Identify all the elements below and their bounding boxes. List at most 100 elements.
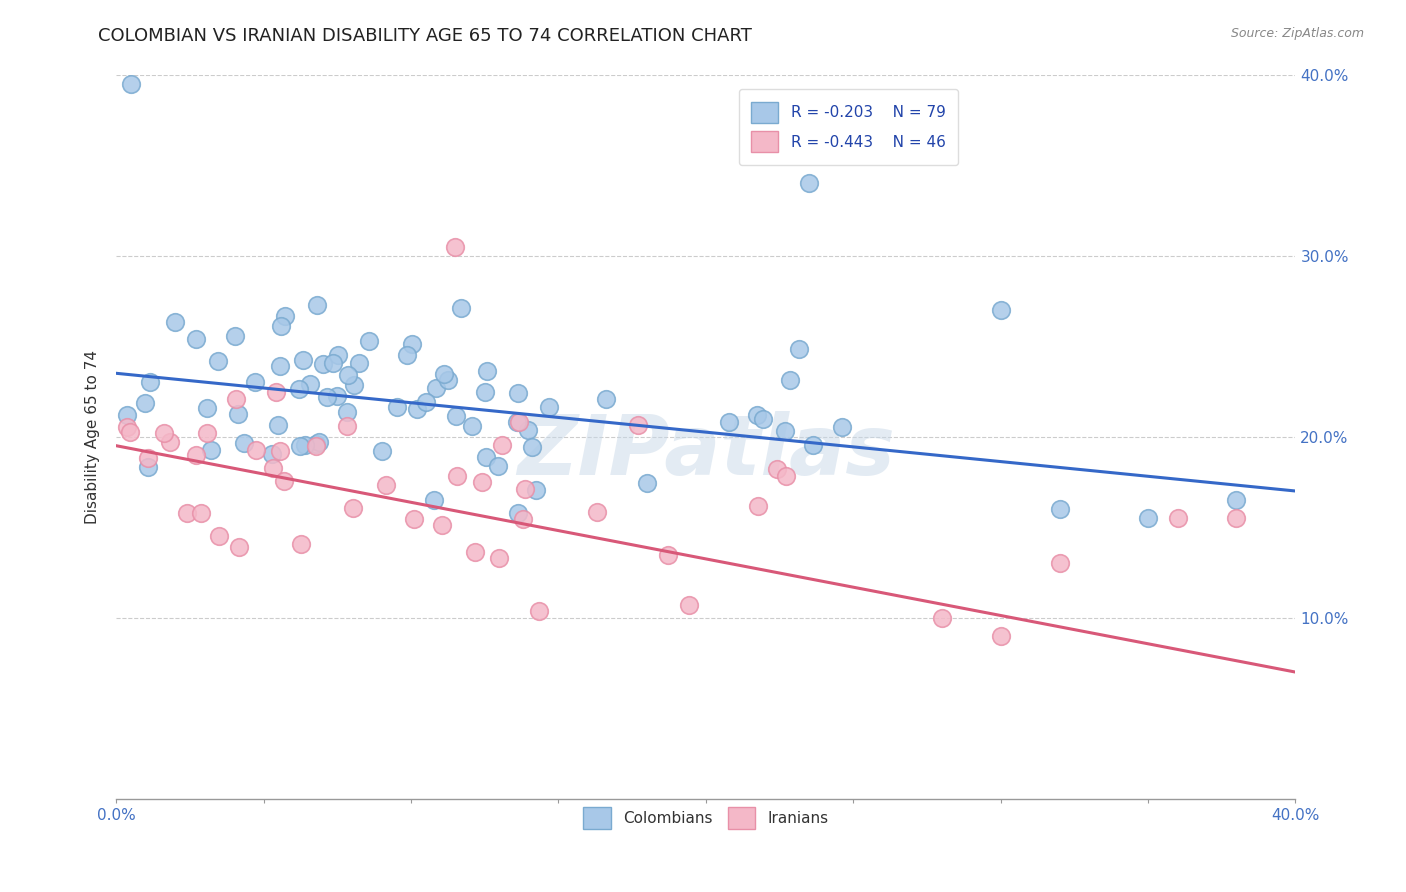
Point	[508, 415, 530, 429]
Point	[269, 359, 291, 373]
Point	[486, 458, 509, 473]
Point	[186, 448, 208, 462]
Y-axis label: Disability Age 65 to 74: Disability Age 65 to 74	[86, 350, 100, 524]
Point	[801, 438, 824, 452]
Point	[224, 329, 246, 343]
Point	[537, 400, 560, 414]
Point	[270, 319, 292, 334]
Point	[225, 392, 247, 406]
Point	[450, 301, 472, 315]
Point	[134, 396, 156, 410]
Point	[886, 112, 908, 127]
Point	[437, 373, 460, 387]
Point	[446, 468, 468, 483]
Point	[342, 501, 364, 516]
Point	[294, 438, 316, 452]
Point	[299, 376, 322, 391]
Point	[508, 386, 530, 401]
Point	[515, 483, 537, 497]
Point	[120, 77, 142, 91]
Point	[184, 332, 207, 346]
Point	[288, 440, 311, 454]
Point	[475, 364, 498, 378]
Point	[305, 298, 328, 312]
Point	[1225, 493, 1247, 508]
Point	[115, 420, 138, 434]
Point	[336, 405, 359, 419]
Point	[359, 334, 381, 348]
Point	[208, 529, 231, 543]
Point	[831, 419, 853, 434]
Point	[512, 512, 534, 526]
Point	[200, 443, 222, 458]
Point	[165, 315, 187, 329]
Text: Source: ZipAtlas.com: Source: ZipAtlas.com	[1230, 27, 1364, 40]
Point	[269, 444, 291, 458]
Point	[326, 389, 349, 403]
Point	[1167, 511, 1189, 525]
Point	[678, 598, 700, 612]
Point	[464, 545, 486, 559]
Point	[197, 426, 219, 441]
Point	[117, 408, 139, 422]
Point	[526, 483, 548, 497]
Point	[308, 434, 330, 449]
Point	[288, 382, 311, 396]
Point	[752, 412, 775, 426]
Point	[136, 450, 159, 465]
Point	[797, 176, 820, 190]
Point	[326, 348, 349, 362]
Point	[402, 511, 425, 525]
Point	[267, 417, 290, 432]
Point	[245, 443, 267, 458]
Point	[488, 550, 510, 565]
Point	[423, 492, 446, 507]
Point	[475, 450, 498, 464]
Point	[322, 356, 344, 370]
Point	[773, 424, 796, 438]
Point	[312, 357, 335, 371]
Point	[336, 419, 359, 434]
Legend: Colombians, Iranians: Colombians, Iranians	[576, 801, 835, 835]
Point	[1137, 511, 1160, 525]
Point	[718, 415, 741, 429]
Point	[401, 337, 423, 351]
Point	[159, 435, 181, 450]
Point	[432, 518, 454, 533]
Point	[474, 385, 496, 400]
Point	[395, 348, 418, 362]
Point	[787, 342, 810, 356]
Point	[385, 400, 408, 414]
Text: ZIPatlas: ZIPatlas	[517, 410, 894, 491]
Point	[274, 309, 297, 323]
Point	[508, 507, 530, 521]
Point	[627, 417, 650, 432]
Point	[766, 462, 789, 476]
Point	[1225, 511, 1247, 525]
Point	[374, 478, 396, 492]
Point	[273, 474, 295, 488]
Point	[779, 373, 801, 387]
Point	[433, 368, 456, 382]
Point	[657, 548, 679, 562]
Point	[305, 436, 328, 450]
Point	[139, 375, 162, 389]
Point	[415, 395, 437, 409]
Text: COLOMBIAN VS IRANIAN DISABILITY AGE 65 TO 74 CORRELATION CHART: COLOMBIAN VS IRANIAN DISABILITY AGE 65 T…	[98, 27, 752, 45]
Point	[190, 507, 212, 521]
Point	[506, 415, 529, 429]
Point	[290, 537, 312, 551]
Point	[371, 444, 394, 458]
Point	[207, 353, 229, 368]
Point	[775, 468, 797, 483]
Point	[1049, 502, 1071, 516]
Point	[931, 611, 953, 625]
Point	[262, 447, 284, 461]
Point	[1049, 557, 1071, 571]
Point	[517, 423, 540, 437]
Point	[243, 376, 266, 390]
Point	[425, 381, 447, 395]
Point	[636, 476, 658, 491]
Point	[343, 378, 366, 392]
Point	[522, 440, 544, 454]
